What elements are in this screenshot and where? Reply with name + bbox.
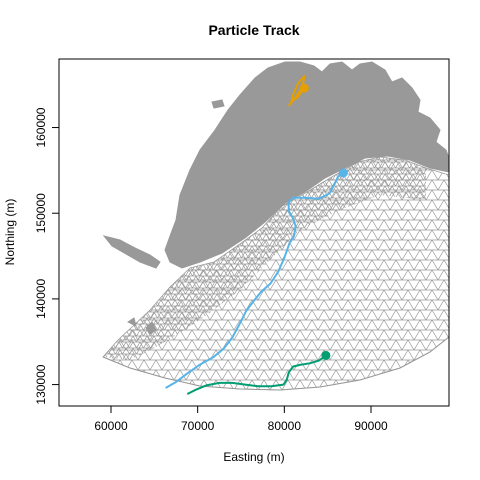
track-end-point-2 bbox=[338, 168, 348, 178]
y-tick-label: 130000 bbox=[34, 364, 48, 404]
x-tick-label: 90000 bbox=[354, 419, 388, 433]
x-axis: 60000 70000 80000 90000 bbox=[94, 405, 388, 433]
x-tick-label: 60000 bbox=[94, 419, 128, 433]
y-tick-label: 150000 bbox=[34, 193, 48, 233]
mesh-background bbox=[102, 61, 449, 391]
particle-tracks bbox=[165, 75, 348, 395]
land-islands bbox=[127, 99, 435, 335]
track-end-point-3 bbox=[321, 350, 331, 360]
y-tick-label: 140000 bbox=[34, 279, 48, 319]
track-line-1 bbox=[287, 75, 306, 107]
x-axis-label: Easting (m) bbox=[223, 450, 284, 464]
track-line-2 bbox=[165, 172, 344, 389]
x-tick-label: 80000 bbox=[268, 419, 302, 433]
track-line-3 bbox=[186, 354, 327, 395]
track-end-point-1 bbox=[299, 83, 309, 93]
y-axis: 130000 140000 150000 160000 bbox=[34, 107, 60, 405]
y-axis-label: Northing (m) bbox=[3, 199, 17, 266]
land-masses bbox=[164, 61, 449, 269]
mesh-nearshore bbox=[103, 157, 426, 360]
chart-title: Particle Track bbox=[208, 22, 299, 38]
mesh-boundary-arc bbox=[102, 336, 449, 391]
y-tick-label: 160000 bbox=[34, 107, 48, 147]
x-tick-label: 70000 bbox=[181, 419, 215, 433]
land-peninsula bbox=[102, 235, 161, 269]
